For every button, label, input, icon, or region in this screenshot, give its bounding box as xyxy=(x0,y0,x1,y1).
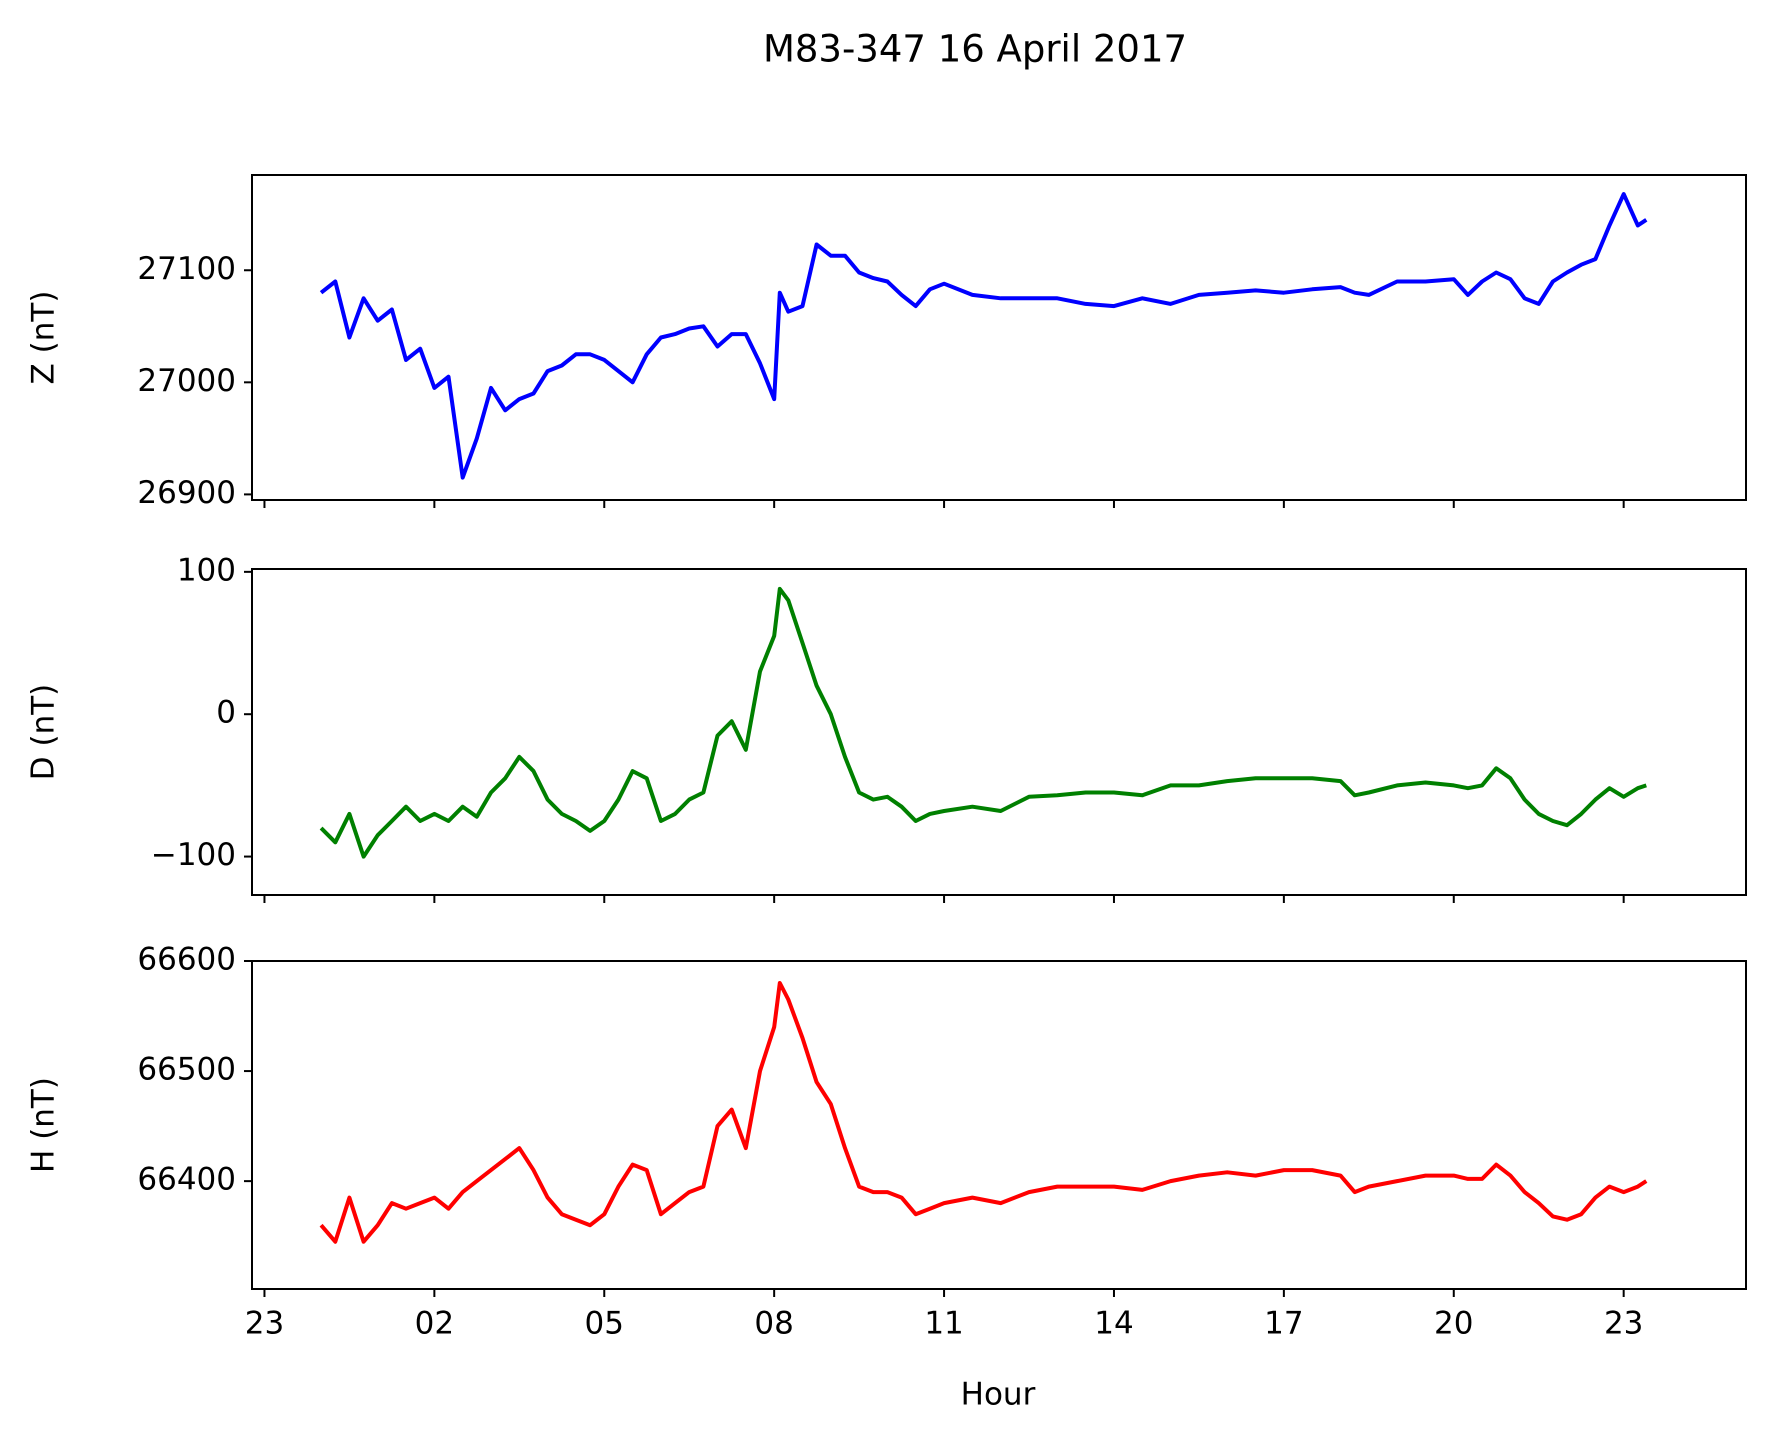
y-axis-label: D (nT) xyxy=(26,684,62,781)
data-line xyxy=(319,586,1647,859)
x-tick-label: 05 xyxy=(585,1306,624,1342)
y-tick-label: 66600 xyxy=(137,942,236,978)
axes-frame xyxy=(251,960,1747,1290)
figure-title: M83-347 16 April 2017 xyxy=(763,28,1187,71)
axes-frame xyxy=(251,174,1747,501)
y-tick-label: 27000 xyxy=(137,363,236,399)
x-tick-label: 17 xyxy=(1264,1306,1303,1342)
y-tick-label: 26900 xyxy=(137,475,236,511)
axes-frame xyxy=(251,568,1747,896)
y-axis-label: Z (nT) xyxy=(26,291,62,385)
x-tick-label: 23 xyxy=(1604,1306,1643,1342)
x-tick-label: 02 xyxy=(415,1306,454,1342)
data-line xyxy=(319,981,1648,1244)
x-tick-label: 20 xyxy=(1434,1306,1473,1342)
x-axis-label: Hour xyxy=(961,1377,1036,1413)
x-tick-label: 14 xyxy=(1094,1306,1133,1342)
x-tick-label: 23 xyxy=(245,1306,284,1342)
y-axis-label: H (nT) xyxy=(26,1077,62,1173)
y-tick-label: 100 xyxy=(177,552,236,588)
y-tick-label: 0 xyxy=(216,695,236,731)
y-tick-label: 27100 xyxy=(137,251,236,287)
x-tick-label: 08 xyxy=(754,1306,793,1342)
data-line xyxy=(319,192,1648,480)
y-tick-label: 66500 xyxy=(137,1052,236,1088)
y-tick-label: 66400 xyxy=(137,1162,236,1198)
y-tick-label: −100 xyxy=(151,837,236,873)
x-tick-label: 11 xyxy=(924,1306,963,1342)
